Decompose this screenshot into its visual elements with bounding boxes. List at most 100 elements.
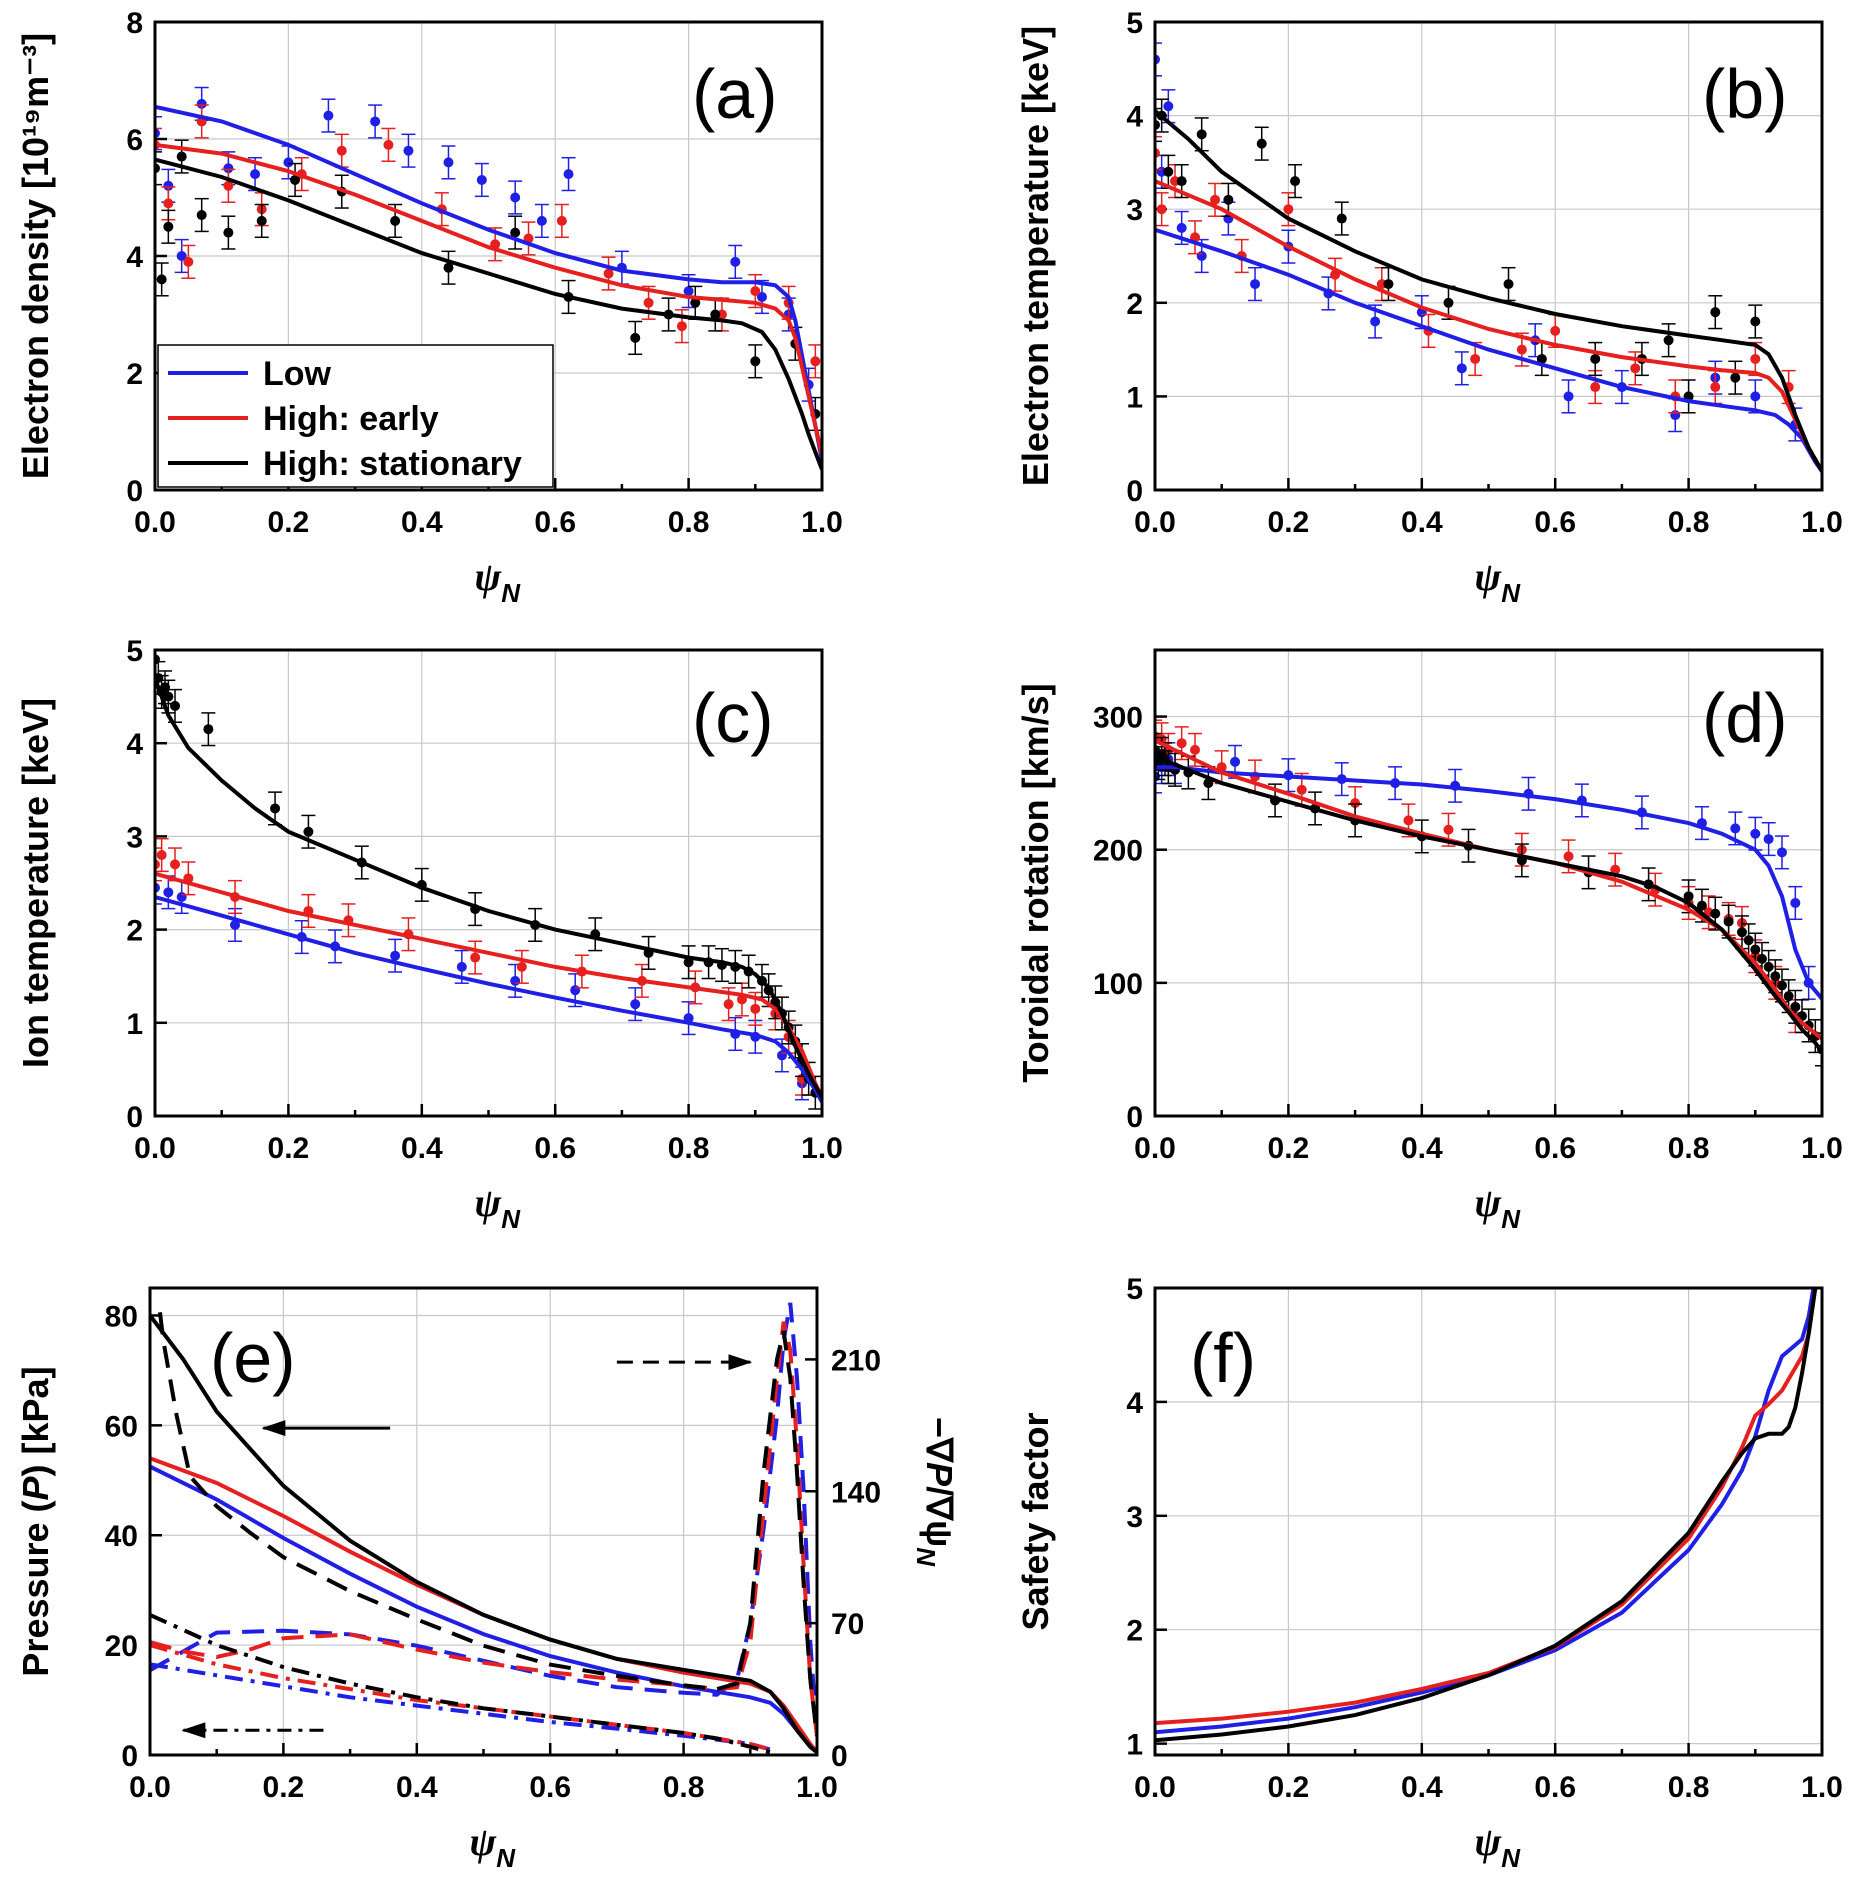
y-tick-label: 0 (1126, 475, 1143, 508)
y-tick-label: 1 (1126, 381, 1143, 414)
y-tick-label: 8 (126, 7, 143, 40)
y-tick-label: 40 (105, 1520, 138, 1553)
error-bar-point (1155, 192, 1169, 227)
x-tick-label: 1.0 (1801, 506, 1843, 539)
x-tick-label: 1.0 (801, 506, 843, 539)
x-tick-label: 1.0 (1801, 1771, 1843, 1804)
panel-label: (d) (1702, 679, 1788, 757)
x-tick-label: 0.6 (1534, 1132, 1576, 1165)
x-tick-label: 0.0 (134, 506, 176, 539)
error-bar-point (1188, 220, 1203, 255)
series-line (1155, 1288, 1818, 1726)
error-bar-point (194, 197, 209, 233)
x-tick-label: 0.8 (668, 1132, 710, 1165)
y-tick-label: 6 (126, 124, 143, 157)
error-bar-point (441, 250, 456, 285)
error-bar-point (628, 320, 643, 356)
error-bar-point (1514, 843, 1529, 878)
series-line (155, 157, 822, 471)
y-tick-label: 80 (105, 1300, 138, 1333)
error-bar-point (201, 712, 216, 747)
panel-label: (b) (1702, 55, 1788, 133)
y-tick-label: 5 (1126, 1273, 1143, 1306)
x-tick-label: 0.6 (534, 1132, 576, 1165)
error-bar-point (1694, 806, 1709, 841)
x-tick-label: 0.2 (1268, 1132, 1310, 1165)
x-tick-label: 0.0 (1134, 1771, 1176, 1804)
error-bar-point (1748, 304, 1763, 339)
y-tick-label: 0 (121, 1740, 138, 1773)
error-bar-point (174, 238, 189, 274)
series-line (1155, 109, 1822, 473)
error-bar-point (181, 861, 196, 896)
error-bar-point (708, 297, 723, 332)
x-tick-label: 0.6 (1534, 1771, 1576, 1804)
x-tick-label: 0.2 (1268, 506, 1310, 539)
y-axis-label: Electron density [10¹⁹m⁻³] (15, 33, 56, 479)
gradient-line (150, 1302, 817, 1737)
y-tick-label: 2 (126, 358, 143, 391)
y-tick-label: 300 (1093, 702, 1143, 735)
error-bar-point (1588, 341, 1603, 377)
y2-tick-label: 210 (831, 1344, 881, 1377)
gradient-line (158, 1312, 817, 1737)
y-tick-label: 1 (1126, 1729, 1143, 1762)
error-bar-point (341, 903, 356, 938)
y2-tick-label: 70 (831, 1608, 864, 1641)
y-axis-label: Ion temperature [keV] (15, 698, 56, 1068)
y-tick-label: 100 (1093, 968, 1143, 1001)
panel-label: (e) (210, 1319, 296, 1397)
y-tick-label: 3 (1126, 1501, 1143, 1534)
error-bar-point (301, 814, 316, 849)
legend-label: Low (263, 355, 332, 393)
plot-frame (148, 1286, 819, 1757)
x-tick-label: 0.2 (268, 1132, 310, 1165)
y-tick-label: 2 (126, 915, 143, 948)
error-bar-point (588, 917, 603, 952)
error-bar-point (521, 221, 536, 256)
x-tick-label: 0.0 (134, 1132, 176, 1165)
error-bar-point (1174, 210, 1189, 246)
legend-label: High: early (263, 400, 439, 438)
x-tick-label: 0.4 (1401, 1771, 1443, 1804)
y-tick-label: 4 (126, 241, 143, 274)
plot-area (1155, 1288, 1818, 1743)
error-bar-point (388, 938, 403, 973)
plot-area (150, 1302, 817, 1755)
series-line (1155, 1288, 1818, 1743)
x-tick-label: 0.0 (1134, 506, 1176, 539)
error-bar-point (748, 273, 763, 309)
y-tick-label: 5 (126, 635, 143, 668)
series-line (155, 142, 822, 456)
error-bar-point (534, 203, 549, 239)
error-bar-point (1661, 323, 1676, 358)
error-bar-point (508, 215, 523, 250)
error-bar-point (254, 203, 269, 239)
series-line (1155, 1288, 1816, 1735)
error-bar-point (561, 156, 576, 192)
plot-frame (153, 20, 824, 492)
x-tick-label: 1.0 (801, 1132, 843, 1165)
x-axis-label: ψN (475, 1180, 522, 1234)
error-bar-point (1588, 369, 1603, 405)
error-bar-point (401, 133, 416, 168)
error-bar-point (194, 104, 209, 139)
x-tick-label: 0.6 (534, 506, 576, 539)
plot-area (155, 86, 822, 471)
y-axis-label: Electron temperature [keV] (1015, 26, 1056, 486)
x-tick-label: 0.4 (396, 1771, 438, 1804)
series-line (155, 871, 822, 1099)
series-line (1155, 179, 1822, 473)
error-bar-point (1774, 835, 1789, 870)
x-axis-label: ψN (1475, 1819, 1522, 1873)
y-tick-label: 4 (1126, 101, 1143, 134)
x-tick-label: 1.0 (1801, 1132, 1843, 1165)
error-bar-point (221, 168, 236, 203)
error-bar-point (161, 679, 176, 714)
x-tick-label: 0.8 (668, 506, 710, 539)
plot-frame (1153, 20, 1824, 492)
plot-frame (153, 648, 824, 1118)
panel-label: (f) (1190, 1319, 1256, 1397)
